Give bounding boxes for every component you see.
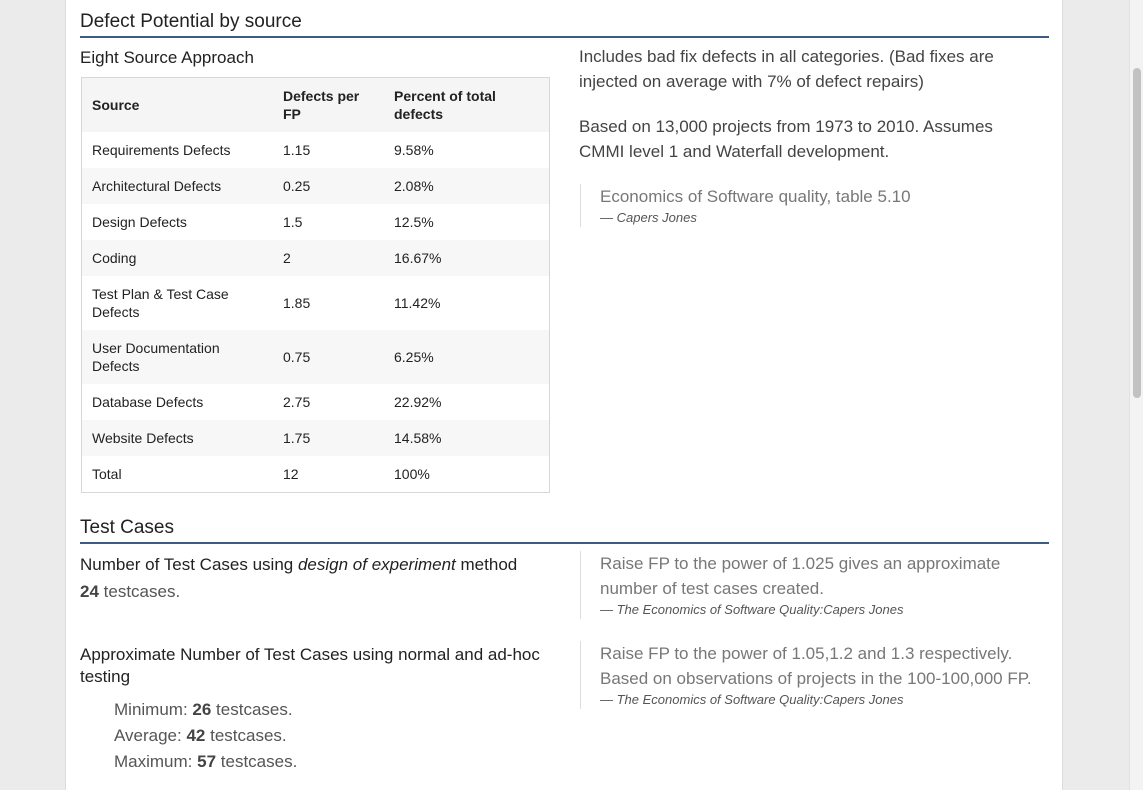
quote-citation: — Capers Jones [600, 210, 697, 225]
table-row: Coding 2 16.67% [81, 240, 550, 276]
cell-source: Coding [81, 240, 273, 276]
cell-defects-per-fp: 1.85 [283, 295, 311, 311]
doe-label-end: method [455, 555, 518, 574]
doe-label-emphasis: design of experiment [297, 555, 456, 574]
doe-quote: Raise FP to the power of 1.025 gives an … [580, 551, 1040, 619]
avg-unit: testcases. [205, 726, 287, 745]
quote-citation: — The Economics of Software Quality:Cape… [600, 692, 904, 707]
source-quote: Economics of Software quality, table 5.1… [580, 184, 1040, 227]
cell-defects-per-fp: 0.75 [273, 330, 384, 384]
defect-source-table: Source Defects per FP Percent of total d… [81, 77, 550, 493]
cell-percent: 14.58% [384, 420, 550, 456]
scrollbar-thumb[interactable] [1133, 68, 1141, 398]
cell-defects-per-fp: 1.75 [273, 420, 384, 456]
cell-defects-per-fp: 2.75 [283, 394, 311, 410]
max-count: 57 [197, 752, 217, 771]
adhoc-minimum: Minimum: 26 testcases. [114, 697, 297, 723]
avg-label: Average: [114, 726, 187, 745]
table-row: Requirements Defects 1.15 9.58% [82, 132, 550, 168]
table-row: Test Plan & Test Case Defects 1.85 11.42… [82, 276, 550, 330]
column-header-defects-per-fp: Defects per FP [273, 77, 384, 132]
cell-percent: 12.5% [394, 214, 434, 230]
cell-percent: 16.67% [384, 240, 550, 276]
cell-source: Total [92, 466, 122, 482]
adhoc-maximum: Maximum: 57 testcases. [114, 749, 297, 775]
cell-source: Design Defects [92, 214, 187, 230]
avg-count: 42 [186, 726, 206, 745]
doe-result: 24 testcases. [80, 581, 180, 603]
max-label: Maximum: [114, 752, 198, 771]
vertical-scrollbar[interactable] [1129, 0, 1143, 790]
cell-percent: 9.58% [394, 142, 434, 158]
cell-percent: 100% [394, 466, 430, 482]
quote-citation: — The Economics of Software Quality:Cape… [600, 602, 904, 617]
adhoc-label: Approximate Number of Test Cases using n… [80, 645, 540, 686]
adhoc-average: Average: 42 testcases. [114, 723, 297, 749]
min-label: Minimum: [114, 700, 193, 719]
cell-source: Test Plan & Test Case Defects [92, 286, 229, 320]
max-unit: testcases. [216, 752, 298, 771]
bad-fix-note: Includes bad fix defects in all categori… [579, 47, 994, 91]
column-header-source: Source [81, 77, 273, 132]
table-row: Database Defects 2.75 22.92% [82, 384, 550, 420]
table-row: Architectural Defects 0.25 2.08% [81, 168, 550, 204]
subheading-eight-source: Eight Source Approach [80, 48, 254, 67]
cell-percent: 22.92% [394, 394, 442, 410]
table-row-total: Total 12 100% [82, 456, 550, 493]
cell-defects-per-fp: 12 [283, 466, 299, 482]
doe-unit: testcases. [98, 582, 181, 601]
doe-count: 24 [80, 582, 99, 601]
doe-label: Number of Test Cases using design of exp… [80, 554, 517, 576]
data-basis-note: Based on 13,000 projects from 1973 to 20… [579, 117, 993, 161]
adhoc-stats: Minimum: 26 testcases. Average: 42 testc… [114, 697, 297, 775]
cell-source: User Documentation Defects [81, 330, 273, 384]
table-row: Design Defects 1.5 12.5% [82, 204, 550, 240]
cell-source: Website Defects [81, 420, 273, 456]
cell-percent: 2.08% [384, 168, 550, 204]
cell-source: Architectural Defects [81, 168, 273, 204]
quote-text: Raise FP to the power of 1.05,1.2 and 1.… [600, 644, 1032, 688]
cell-source: Requirements Defects [92, 142, 231, 158]
section-title-test-cases: Test Cases [80, 516, 1049, 544]
cell-percent: 11.42% [394, 295, 441, 311]
table-row: Website Defects 1.75 14.58% [81, 420, 550, 456]
cell-source: Database Defects [92, 394, 204, 410]
table-row: User Documentation Defects 0.75 6.25% [81, 330, 550, 384]
section-title-defect-potential: Defect Potential by source [80, 10, 1049, 38]
column-header-percent: Percent of total defects [384, 77, 550, 132]
quote-text: Economics of Software quality, table 5.1… [600, 187, 911, 206]
cell-defects-per-fp: 2 [273, 240, 384, 276]
quote-text: Raise FP to the power of 1.025 gives an … [600, 554, 1001, 598]
adhoc-quote: Raise FP to the power of 1.05,1.2 and 1.… [580, 641, 1040, 709]
cell-defects-per-fp: 0.25 [273, 168, 384, 204]
doe-label-start: Number of Test Cases using [80, 555, 298, 574]
cell-percent: 6.25% [384, 330, 550, 384]
min-unit: testcases. [211, 700, 293, 719]
cell-defects-per-fp: 1.15 [283, 142, 311, 158]
table-header-row: Source Defects per FP Percent of total d… [81, 77, 550, 132]
min-count: 26 [192, 700, 212, 719]
cell-defects-per-fp: 1.5 [283, 214, 303, 230]
